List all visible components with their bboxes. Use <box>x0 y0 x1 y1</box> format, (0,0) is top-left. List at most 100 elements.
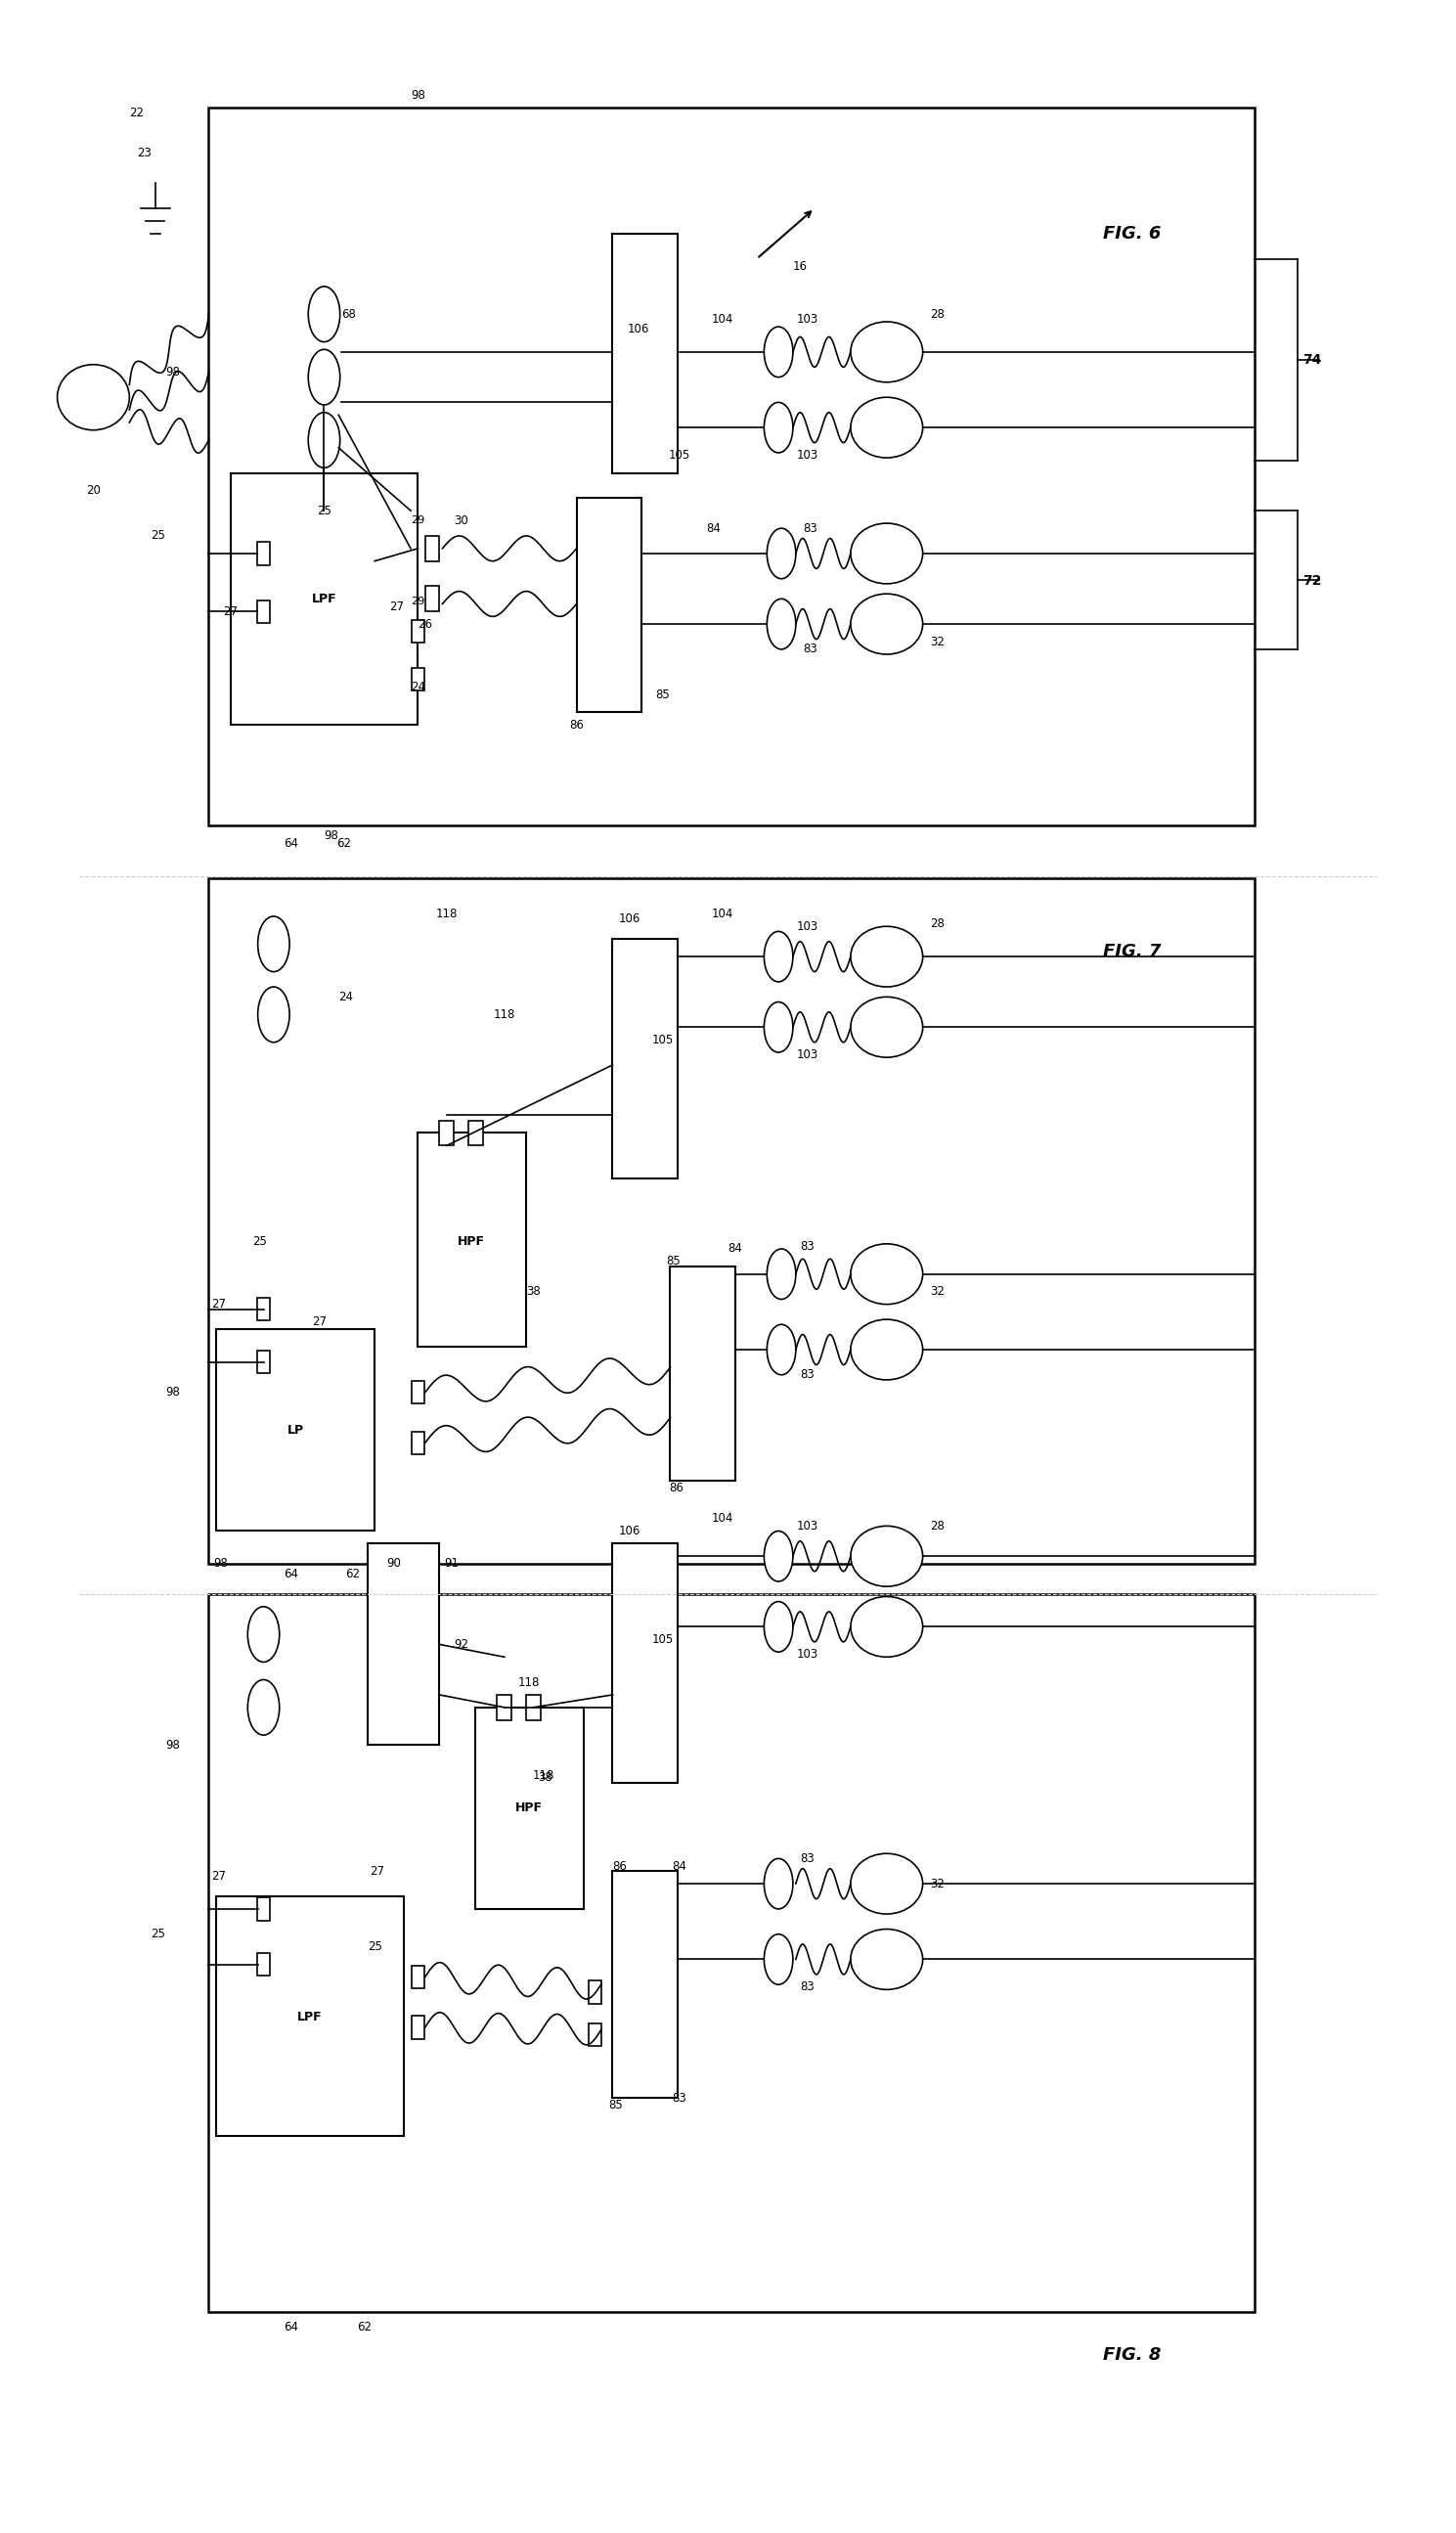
Text: FIG. 7: FIG. 7 <box>1102 942 1160 960</box>
Text: 86: 86 <box>569 719 584 732</box>
Text: 104: 104 <box>712 1512 734 1525</box>
Text: 38: 38 <box>526 1284 540 1297</box>
Text: 32: 32 <box>930 1284 945 1297</box>
Text: 105: 105 <box>668 448 690 461</box>
Text: 98: 98 <box>411 89 425 101</box>
Text: 72: 72 <box>1303 575 1322 588</box>
Text: 84: 84 <box>728 1244 743 1256</box>
Text: FIG. 6: FIG. 6 <box>1102 225 1160 243</box>
Bar <box>425 537 440 562</box>
Ellipse shape <box>850 593 923 654</box>
Text: 27: 27 <box>389 600 403 613</box>
Text: 25: 25 <box>252 1236 266 1249</box>
Text: 104: 104 <box>712 907 734 919</box>
Bar <box>230 474 418 724</box>
Text: 85: 85 <box>665 1256 680 1269</box>
Text: 118: 118 <box>518 1677 540 1690</box>
Text: 83: 83 <box>804 522 817 534</box>
Text: 83: 83 <box>801 1368 814 1380</box>
Text: 84: 84 <box>706 522 721 534</box>
Bar <box>469 1120 483 1145</box>
Bar <box>588 2024 601 2047</box>
Text: FIG. 8: FIG. 8 <box>1102 2346 1160 2363</box>
Circle shape <box>767 1249 796 1299</box>
Bar <box>418 1132 526 1348</box>
Text: 104: 104 <box>712 314 734 327</box>
Text: 38: 38 <box>537 1771 552 1783</box>
Ellipse shape <box>850 1596 923 1657</box>
Text: 103: 103 <box>796 1520 818 1532</box>
Text: 28: 28 <box>930 917 945 930</box>
Text: 22: 22 <box>130 106 144 119</box>
Circle shape <box>248 1679 280 1735</box>
Text: 103: 103 <box>796 448 818 461</box>
Text: 32: 32 <box>930 1877 945 1890</box>
Text: 25: 25 <box>317 504 332 517</box>
Text: 90: 90 <box>386 1558 400 1570</box>
Circle shape <box>764 1530 794 1581</box>
Text: LP: LP <box>287 1424 304 1436</box>
Bar <box>258 1350 269 1373</box>
Text: 62: 62 <box>357 2320 371 2333</box>
Circle shape <box>764 403 794 453</box>
Bar <box>367 1543 440 1745</box>
Bar <box>613 1872 677 2097</box>
Text: 106: 106 <box>619 912 641 925</box>
Text: 28: 28 <box>930 1520 945 1532</box>
Text: 84: 84 <box>671 1859 686 1872</box>
Text: HPF: HPF <box>515 1801 543 1814</box>
Circle shape <box>764 1935 794 1983</box>
Text: 83: 83 <box>801 1241 814 1254</box>
Bar <box>412 1966 424 1988</box>
Circle shape <box>767 598 796 648</box>
Text: 83: 83 <box>801 1852 814 1864</box>
Text: 103: 103 <box>796 1649 818 1662</box>
Text: 92: 92 <box>454 1639 469 1652</box>
Text: 25: 25 <box>151 1928 166 1940</box>
Bar <box>425 585 440 610</box>
Ellipse shape <box>850 1525 923 1586</box>
Ellipse shape <box>850 998 923 1056</box>
Text: 64: 64 <box>284 2320 298 2333</box>
Circle shape <box>309 350 341 405</box>
Bar <box>412 669 424 692</box>
Text: 106: 106 <box>628 322 649 337</box>
Bar <box>208 879 1255 1563</box>
Text: 85: 85 <box>655 689 670 702</box>
Bar <box>258 1897 269 1920</box>
Ellipse shape <box>850 322 923 382</box>
Circle shape <box>258 988 290 1041</box>
Ellipse shape <box>850 1854 923 1915</box>
Text: 25: 25 <box>367 1940 381 1953</box>
Text: 98: 98 <box>166 365 181 377</box>
Text: 105: 105 <box>652 1033 674 1046</box>
Text: 64: 64 <box>284 1568 298 1581</box>
Bar <box>215 1897 403 2135</box>
Ellipse shape <box>850 398 923 458</box>
Text: 68: 68 <box>341 309 355 322</box>
Text: 20: 20 <box>86 484 100 496</box>
Text: LPF: LPF <box>297 2011 322 2024</box>
Bar <box>476 1707 584 1910</box>
Text: 85: 85 <box>609 2100 623 2113</box>
Text: 27: 27 <box>370 1864 384 1877</box>
Text: LPF: LPF <box>312 593 336 605</box>
Text: 103: 103 <box>796 1049 818 1061</box>
Text: 27: 27 <box>211 1869 226 1882</box>
Text: 62: 62 <box>336 836 352 849</box>
Bar <box>613 1543 677 1783</box>
Circle shape <box>764 1601 794 1652</box>
Text: 86: 86 <box>668 1482 683 1494</box>
Text: 86: 86 <box>613 1859 628 1872</box>
Bar <box>526 1695 540 1720</box>
Text: 25: 25 <box>151 529 166 542</box>
Bar <box>258 1297 269 1320</box>
Bar <box>215 1330 374 1530</box>
Bar <box>412 2016 424 2039</box>
Circle shape <box>309 413 341 469</box>
Text: 64: 64 <box>284 836 298 849</box>
Circle shape <box>764 932 794 983</box>
Text: 98: 98 <box>213 1558 227 1570</box>
Text: 105: 105 <box>652 1634 674 1646</box>
Bar <box>208 1593 1255 2313</box>
